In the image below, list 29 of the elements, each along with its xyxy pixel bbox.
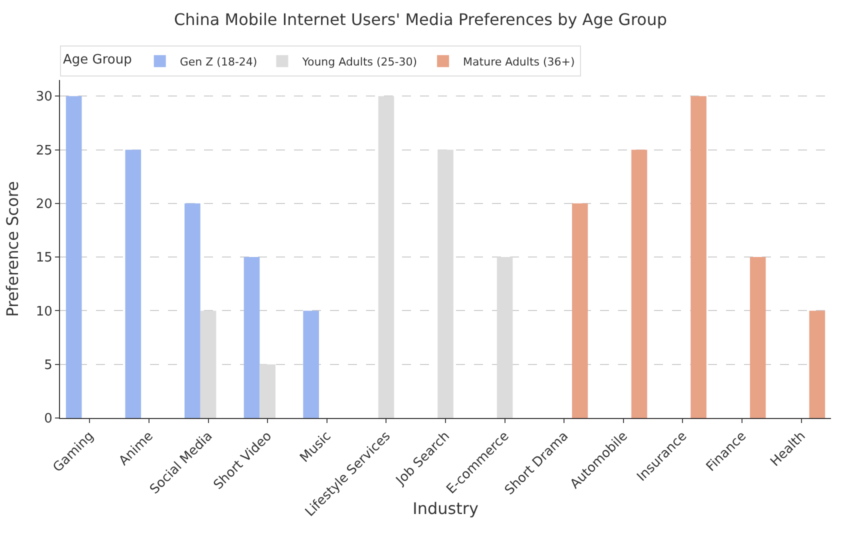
bar [260,364,276,418]
bar [200,310,216,418]
y-axis-title: Preference Score [3,181,22,317]
bar [378,96,394,418]
bar [244,257,260,418]
legend-label: Young Adults (25-30) [301,55,418,68]
y-tick-label: 15 [36,250,52,266]
legend-label: Gen Z (18-24) [180,55,258,68]
bar [496,257,513,418]
y-tick-label: 25 [36,143,52,158]
bar [750,257,766,418]
bar [125,150,142,418]
y-tick-label: 30 [36,90,52,105]
bar [438,150,454,418]
bar [572,203,588,418]
bar [184,203,200,418]
legend-label: Mature Adults (36+) [463,55,575,68]
y-tick-label: 0 [44,412,52,427]
y-tick-label: 20 [36,196,52,212]
y-tick-label: 5 [44,358,52,373]
bar [631,150,648,418]
bar [809,310,826,418]
y-tick-label: 10 [36,304,52,320]
bar [66,96,82,418]
legend-title: Age Group [63,52,132,68]
x-axis-title: Industry [412,499,478,518]
bar [303,310,319,418]
chart-title: China Mobile Internet Users' Media Preferences by Age Group [174,10,668,29]
bar [690,96,706,418]
